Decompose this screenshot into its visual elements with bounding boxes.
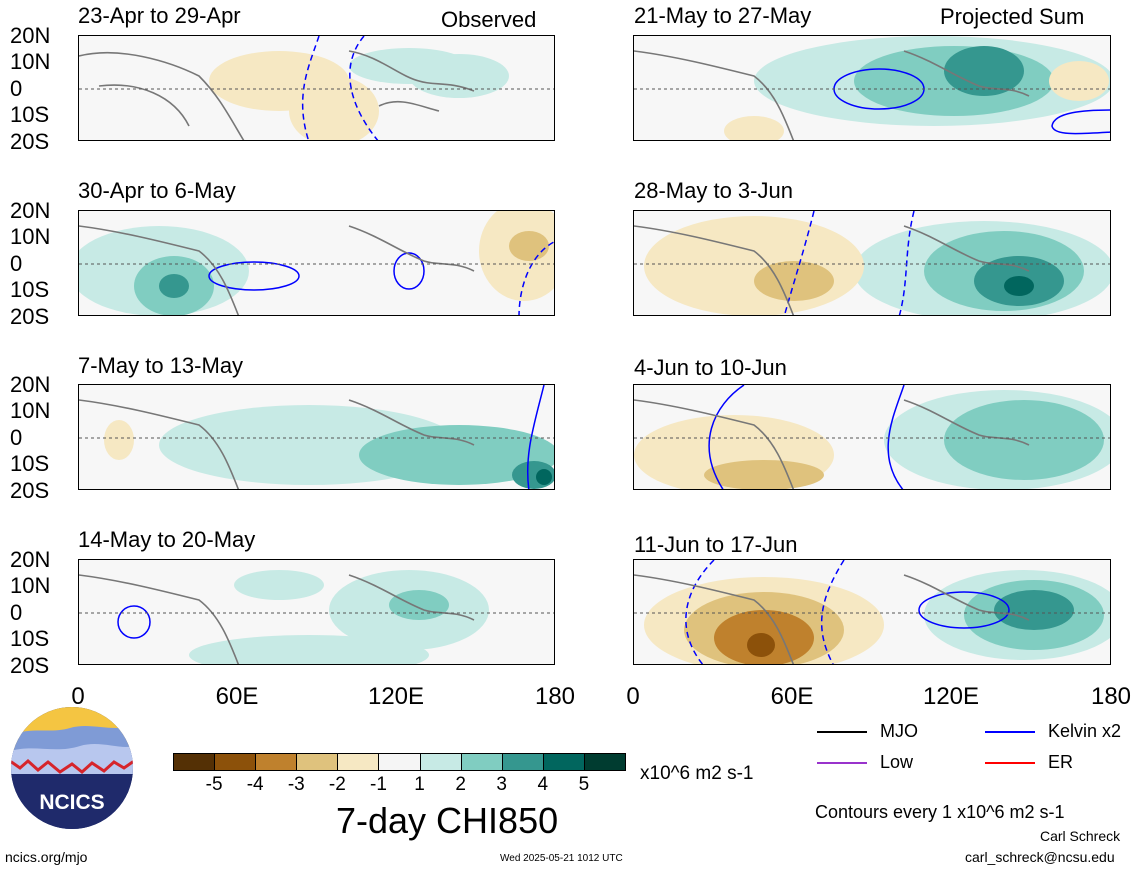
panel-title-left-2: 30-Apr to 6-May [78, 178, 236, 203]
colorbar-ticks: -5 -4 -3 -2 -1 1 2 3 4 5 [173, 774, 625, 798]
panel-title-right-4: 11-Jun to 17-Jun [634, 532, 798, 557]
lat-label-row3-4: 10S [10, 451, 50, 476]
colorbar-swatch [501, 753, 544, 771]
legend-kelvin-label: Kelvin x2 [1048, 721, 1122, 741]
lat-label-row4-4: 10S [10, 626, 50, 651]
legend-er-line [985, 762, 1035, 764]
colorbar-units: x10^6 m2 s-1 [640, 763, 754, 784]
panel-title-right-1: 21-May to 27-May [634, 3, 812, 28]
legend-low-label: Low [880, 752, 914, 772]
lon-label-left-180: 180 [534, 683, 576, 710]
lat-label-row2-3: 0 [10, 251, 23, 276]
colorbar-swatch [460, 753, 503, 771]
colorbar [173, 753, 626, 771]
colorbar-tick-label: 5 [578, 774, 590, 795]
legend-mjo-line [817, 731, 867, 733]
lon-label-right-0: 0 [626, 683, 640, 710]
lat-label-row4-5: 20S [10, 653, 50, 678]
map-panel-right-4 [633, 559, 1111, 665]
colorbar-swatch [583, 753, 626, 771]
lon-label-right-120e: 120E [922, 683, 980, 710]
legend-kelvin-line [985, 731, 1035, 733]
colorbar-tick-label: 2 [455, 774, 466, 795]
footer-url[interactable]: ncics.org/mjo [5, 849, 88, 865]
lat-label-row4-3: 0 [10, 600, 23, 625]
legend-mjo-label: MJO [880, 721, 918, 741]
map-panel-left-3 [78, 384, 555, 490]
lon-label-left-0: 0 [71, 683, 85, 710]
footer-email[interactable]: carl_schreck@ncsu.edu [965, 849, 1115, 865]
colorbar-swatch [255, 753, 298, 771]
panel-title-left-3: 7-May to 13-May [78, 353, 244, 378]
colorbar-tick-label: -5 [205, 774, 223, 795]
lat-label-row4-1: 20N [10, 547, 51, 572]
lat-label-row1-1: 20N [10, 23, 51, 48]
map-panel-right-1 [633, 35, 1111, 141]
colorbar-tick-label: -2 [328, 774, 346, 795]
lon-label-right-60e: 60E [770, 683, 814, 710]
lat-label-row3-1: 20N [10, 372, 51, 397]
panel-title-left-4: 14-May to 20-May [78, 527, 256, 552]
contour-note: Contours every 1 x10^6 m2 s-1 [815, 802, 1065, 822]
lat-label-row3-2: 10N [10, 398, 51, 423]
colorbar-swatch [378, 753, 421, 771]
colorbar-tick-label: 3 [496, 774, 508, 795]
lat-label-row1-2: 10N [10, 49, 51, 74]
panel-title-right-2: 28-May to 3-Jun [634, 178, 793, 203]
lat-label-row2-4: 10S [10, 277, 50, 302]
footer-author: Carl Schreck [1040, 828, 1121, 844]
map-panel-right-2 [633, 210, 1111, 316]
colorbar-swatch [542, 753, 585, 771]
lon-label-right-180: 180 [1090, 683, 1132, 710]
lat-label-row2-1: 20N [10, 198, 51, 223]
lon-label-left-120e: 120E [367, 683, 425, 710]
colorbar-tick-label: 1 [414, 774, 425, 795]
lat-label-row2-2: 10N [10, 224, 51, 249]
lat-label-row2-5: 20S [10, 304, 50, 329]
lat-label-row1-3: 0 [10, 76, 23, 101]
legend-low-line [817, 762, 867, 764]
lat-label-row1-5: 20S [10, 129, 50, 154]
colorbar-swatch [214, 753, 257, 771]
lat-label-row4-2: 10N [10, 573, 51, 598]
colorbar-swatch [337, 753, 380, 771]
colorbar-swatch [419, 753, 462, 771]
colorbar-tick-label: -3 [287, 774, 305, 795]
observed-label: Observed [441, 7, 537, 32]
map-panel-left-1 [78, 35, 555, 141]
lon-label-left-60e: 60E [215, 683, 259, 710]
projected-label: Projected Sum [940, 4, 1085, 29]
logo-text: NCICS [39, 791, 104, 814]
lat-label-row3-5: 20S [10, 478, 50, 503]
lat-label-row1-4: 10S [10, 102, 50, 127]
ncics-logo: NCICS [10, 706, 134, 830]
lat-label-row3-3: 0 [10, 425, 23, 450]
colorbar-swatch [173, 753, 216, 771]
colorbar-tick-label: -4 [246, 774, 264, 795]
footer-timestamp: Wed 2025-05-21 1012 UTC [500, 853, 623, 864]
colorbar-swatch [296, 753, 339, 771]
legend-er-label: ER [1048, 752, 1074, 772]
colorbar-tick-label: -1 [370, 774, 387, 795]
panel-title-left-1: 23-Apr to 29-Apr [78, 3, 241, 28]
panel-title-right-3: 4-Jun to 10-Jun [634, 355, 787, 380]
map-panel-left-4 [78, 559, 555, 665]
map-panel-right-3 [633, 384, 1111, 490]
map-panel-left-2 [78, 210, 555, 316]
colorbar-tick-label: 4 [537, 774, 549, 795]
chart-title: 7-day CHI850 [336, 800, 559, 841]
